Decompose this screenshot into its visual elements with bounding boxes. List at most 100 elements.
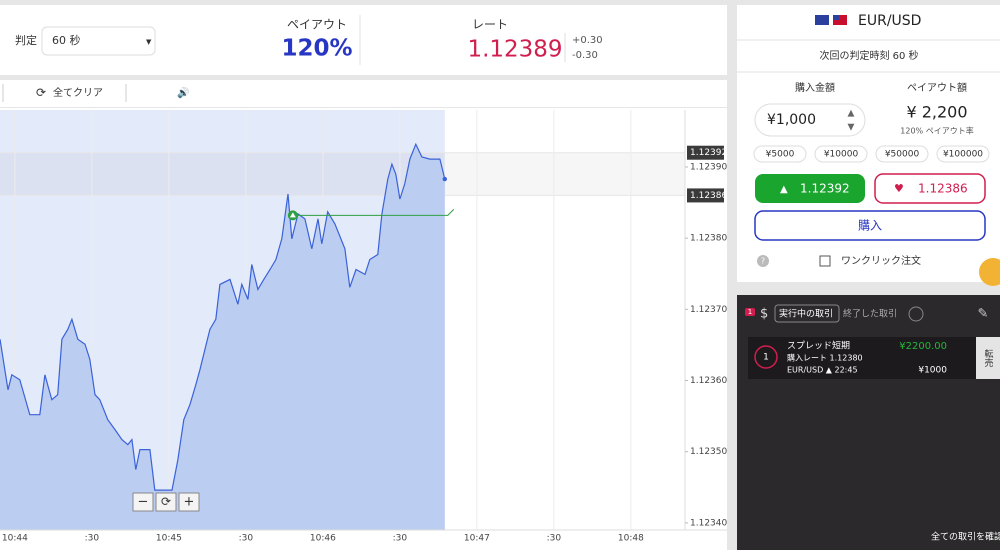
zoom-out[interactable] bbox=[132, 492, 154, 512]
high-rate: 1.12392 bbox=[800, 182, 850, 196]
amount-label: 購入金額 bbox=[795, 81, 835, 94]
y-tick-label: 1.12380 bbox=[690, 234, 727, 244]
zoom-reset[interactable] bbox=[155, 492, 177, 512]
flag-us-canton bbox=[833, 15, 839, 20]
judge-value: 60 秒 bbox=[52, 33, 81, 47]
judge-select[interactable] bbox=[41, 26, 156, 56]
tab-active[interactable] bbox=[774, 304, 840, 323]
spin-up[interactable]: ▲ bbox=[848, 109, 855, 119]
chip[interactable] bbox=[875, 145, 929, 163]
price-marker-box bbox=[687, 188, 724, 203]
resell-label: 転売 bbox=[983, 349, 994, 368]
badge bbox=[745, 308, 755, 316]
price-marker-label: 1.12392 bbox=[690, 148, 727, 158]
buy-button[interactable] bbox=[754, 210, 986, 241]
chip-label: ¥10000 bbox=[824, 150, 859, 160]
price-marker-box bbox=[687, 145, 724, 160]
trade-amount: ¥1000 bbox=[918, 366, 947, 376]
trade-payout: ¥2200.00 bbox=[899, 341, 947, 352]
toolbar bbox=[0, 80, 727, 107]
payout-label: ペイアウト bbox=[287, 18, 347, 32]
price-marker-label: 1.12386 bbox=[690, 191, 727, 201]
pair: EUR/USD bbox=[858, 13, 921, 29]
chip-label: ¥5000 bbox=[766, 150, 795, 160]
entry-arrow bbox=[289, 212, 296, 218]
gift-icon[interactable] bbox=[979, 258, 1000, 286]
price-area bbox=[0, 144, 445, 530]
buy-label: 購入 bbox=[858, 219, 882, 233]
low-rate: 1.12386 bbox=[918, 182, 968, 196]
x-tick-label: :30 bbox=[85, 534, 100, 544]
next-judge: 次回の判定時刻 60 秒 bbox=[819, 49, 918, 62]
x-tick-label: 10:46 bbox=[310, 534, 336, 544]
sound-icon[interactable]: 🔊 bbox=[177, 86, 189, 99]
refresh-icon: ⟳ bbox=[36, 86, 46, 100]
chips: ¥5000 ¥10000 ¥50000 ¥100000 bbox=[753, 145, 990, 163]
y-tick-label: 1.12370 bbox=[690, 305, 727, 315]
trades-panel bbox=[737, 295, 1000, 550]
zoom-in[interactable] bbox=[178, 492, 200, 512]
help-icon[interactable] bbox=[757, 255, 769, 267]
zoom-reset-icon: ⟳ bbox=[161, 495, 171, 509]
price-line bbox=[0, 142, 446, 491]
feather-icon[interactable]: ✎ bbox=[978, 307, 989, 322]
resell-button[interactable] bbox=[976, 337, 1000, 379]
payout-value: 120% bbox=[281, 36, 352, 62]
amount-input[interactable] bbox=[754, 103, 866, 137]
trades-icon: $ bbox=[760, 307, 768, 322]
rate-value: 1.12389 bbox=[467, 37, 562, 63]
flag-eu bbox=[815, 15, 829, 25]
high-icon: ▲ bbox=[780, 184, 788, 195]
trade-pair-time: EUR/USD ▲ 22:45 bbox=[787, 366, 858, 375]
chip[interactable] bbox=[753, 145, 807, 163]
payout-rate: 120% ペイアウト率 bbox=[900, 126, 973, 136]
x-tick-label: :30 bbox=[393, 534, 408, 544]
chip[interactable] bbox=[936, 145, 990, 163]
chart: 10:44 :30 10:45 :30 10:46 :30 10:47 :30 10:48 1.1… bbox=[0, 110, 727, 544]
payout-amount: ¥ 2,200 bbox=[906, 103, 967, 122]
zoom-in-icon: + bbox=[184, 495, 195, 510]
view-all[interactable]: 全ての取引を確認 bbox=[931, 531, 1000, 543]
tab-active-label: 実行中の取引 bbox=[779, 308, 833, 320]
spin-down[interactable]: ▼ bbox=[848, 123, 855, 133]
x-tick-label: 10:44 bbox=[2, 534, 28, 544]
help-mark: ? bbox=[761, 257, 765, 266]
one-click-label: ワンクリック注文 bbox=[841, 254, 921, 267]
entry-tail bbox=[444, 209, 455, 216]
y-tick-label: 1.12360 bbox=[690, 376, 727, 386]
chip-label: ¥100000 bbox=[943, 150, 983, 160]
low-button[interactable] bbox=[874, 173, 986, 204]
x-tick-label: 10:48 bbox=[618, 534, 644, 544]
y-tick-label: 1.12390 bbox=[690, 162, 727, 172]
trade-rate: 購入レート 1.12380 bbox=[787, 353, 863, 363]
spread-band bbox=[0, 153, 685, 196]
trade-index-ring bbox=[754, 345, 778, 369]
x-tick-label: :30 bbox=[239, 534, 254, 544]
zoom-controls: − ⟳ + bbox=[132, 492, 200, 512]
judge-label: 判定 bbox=[15, 33, 37, 47]
x-tick-label: 10:45 bbox=[156, 534, 182, 544]
tab-closed[interactable]: 終了した取引 bbox=[843, 308, 897, 320]
rate-label: レート bbox=[472, 18, 508, 32]
trade-index: 1 bbox=[763, 353, 769, 363]
x-tick-label: 10:47 bbox=[464, 534, 490, 544]
chip-label: ¥50000 bbox=[885, 150, 920, 160]
high-button[interactable] bbox=[755, 174, 865, 203]
clear-all[interactable]: 全てクリア bbox=[53, 86, 103, 99]
rate-up: +0.30 bbox=[572, 35, 603, 46]
one-click-checkbox[interactable] bbox=[819, 255, 831, 267]
select-arrow: ▼ bbox=[146, 38, 152, 46]
external-icon[interactable] bbox=[908, 306, 924, 322]
trade-card bbox=[748, 337, 976, 379]
rate-down: -0.30 bbox=[572, 50, 598, 61]
zoom-out-icon: − bbox=[138, 495, 149, 510]
flag-us bbox=[833, 15, 847, 25]
current-point bbox=[442, 176, 447, 182]
x-tick-label: :30 bbox=[547, 534, 562, 544]
trade-name: スプレッド短期 bbox=[787, 340, 850, 352]
low-icon: ♥ bbox=[894, 182, 904, 195]
chip[interactable] bbox=[814, 145, 868, 163]
y-tick-label: 1.12350 bbox=[690, 447, 727, 457]
